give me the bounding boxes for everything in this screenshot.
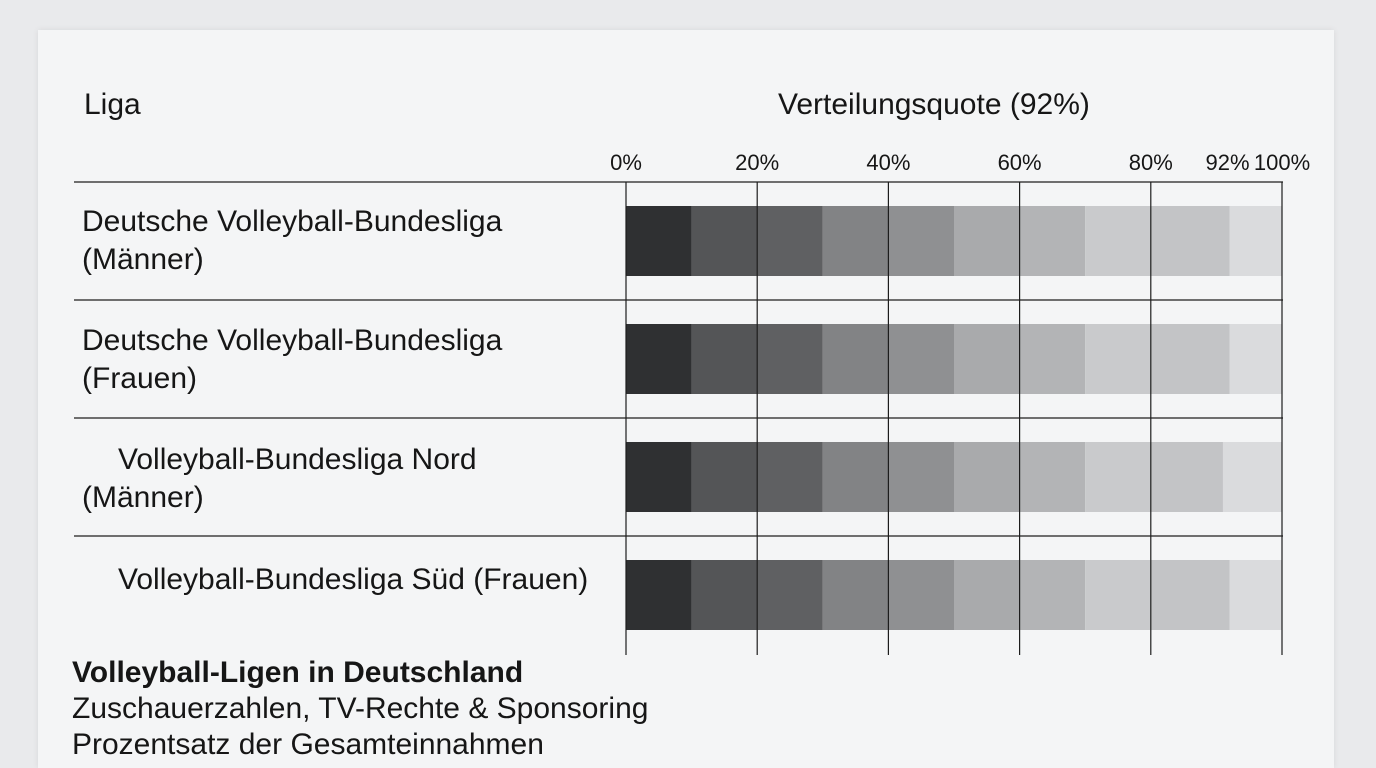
bar-row4-segment-4	[822, 560, 889, 630]
bar-row2-segment-9	[1150, 324, 1230, 394]
bar-row4-segment-7	[1019, 560, 1086, 630]
x-tick-label-100pct: 100%	[1254, 150, 1310, 175]
x-tick-label-60pct: 60%	[998, 150, 1042, 175]
x-tick-label-0pct: 0%	[610, 150, 642, 175]
row-label-2-line2: (Frauen)	[82, 362, 198, 395]
bar-row3-segment-7	[1019, 442, 1086, 512]
bar-row2-segment-3	[757, 324, 823, 394]
bar-row4-segment-3	[757, 560, 823, 630]
row-label-3-line2: (Männer)	[82, 481, 204, 514]
x-tick-label-20pct: 20%	[735, 150, 779, 175]
bar-row2-segment-1	[626, 324, 692, 394]
bar-row2-segment-4	[822, 324, 889, 394]
bar-row1-segment-7	[1019, 206, 1086, 276]
bar-row4-segment-9	[1150, 560, 1230, 630]
x-tick-label-40pct: 40%	[866, 150, 910, 175]
bar-row3-segment-5	[888, 442, 954, 512]
caption: Volleyball-Ligen in Deutschland Zuschaue…	[72, 655, 648, 763]
row-label-3: Volleyball-Bundesliga Nord (Männer)	[82, 441, 477, 517]
bar-row1-segment-10	[1229, 206, 1282, 276]
x-tick-label-92pct: 92%	[1205, 150, 1249, 175]
row-label-4-line1: Volleyball-Bundesliga Süd (Frauen)	[118, 563, 589, 596]
bar-row2-segment-7	[1019, 324, 1086, 394]
row-label-3-line1: Volleyball-Bundesliga Nord	[118, 443, 477, 476]
bar-row3-segment-2	[691, 442, 758, 512]
chart-heading: Verteilungsquote (92%)	[778, 88, 1090, 121]
caption-note: Prozentsatz der Gesamteinnahmen	[72, 728, 544, 761]
bar-row4-segment-5	[888, 560, 954, 630]
bar-row3-segment-3	[757, 442, 823, 512]
bar-row4-segment-6	[954, 560, 1020, 630]
bar-row2-segment-10	[1229, 324, 1282, 394]
bar-row2-segment-2	[691, 324, 758, 394]
row-label-1-line2: (Männer)	[82, 243, 204, 276]
chart-sheet	[38, 30, 1334, 768]
row-label-2-line1: Deutsche Volleyball-Bundesliga	[82, 324, 503, 357]
bar-row3-segment-9	[1150, 442, 1223, 512]
column-header-liga: Liga	[84, 88, 141, 121]
bar-row4-segment-2	[691, 560, 758, 630]
bar-row1-segment-3	[757, 206, 823, 276]
bar-row1-segment-6	[954, 206, 1020, 276]
caption-title: Volleyball-Ligen in Deutschland	[72, 656, 524, 689]
bar-row1-segment-8	[1085, 206, 1151, 276]
bar-row3-segment-10	[1222, 442, 1282, 512]
bar-row2-segment-6	[954, 324, 1020, 394]
bar-row1-segment-4	[822, 206, 889, 276]
row-label-1: Deutsche Volleyball-Bundesliga (Männer)	[82, 203, 502, 279]
bar-row1-segment-9	[1150, 206, 1230, 276]
bar-row3-segment-1	[626, 442, 692, 512]
bar-row4-segment-1	[626, 560, 692, 630]
bar-row3-segment-6	[954, 442, 1020, 512]
x-tick-label-80pct: 80%	[1129, 150, 1173, 175]
row-label-1-line1: Deutsche Volleyball-Bundesliga	[82, 205, 503, 238]
bar-row4-segment-8	[1085, 560, 1151, 630]
bar-row3-segment-8	[1085, 442, 1151, 512]
bar-row1-segment-1	[626, 206, 692, 276]
bar-row2-segment-8	[1085, 324, 1151, 394]
bar-row4-segment-10	[1229, 560, 1282, 630]
bar-row2-segment-5	[888, 324, 954, 394]
bar-row1-segment-2	[691, 206, 758, 276]
caption-subtitle: Zuschauerzahlen, TV-Rechte & Sponsoring	[72, 692, 649, 725]
bar-row1-segment-5	[888, 206, 954, 276]
row-label-4: Volleyball-Bundesliga Süd (Frauen)	[82, 561, 588, 599]
row-label-2: Deutsche Volleyball-Bundesliga (Frauen)	[82, 322, 502, 398]
bar-row3-segment-4	[822, 442, 889, 512]
